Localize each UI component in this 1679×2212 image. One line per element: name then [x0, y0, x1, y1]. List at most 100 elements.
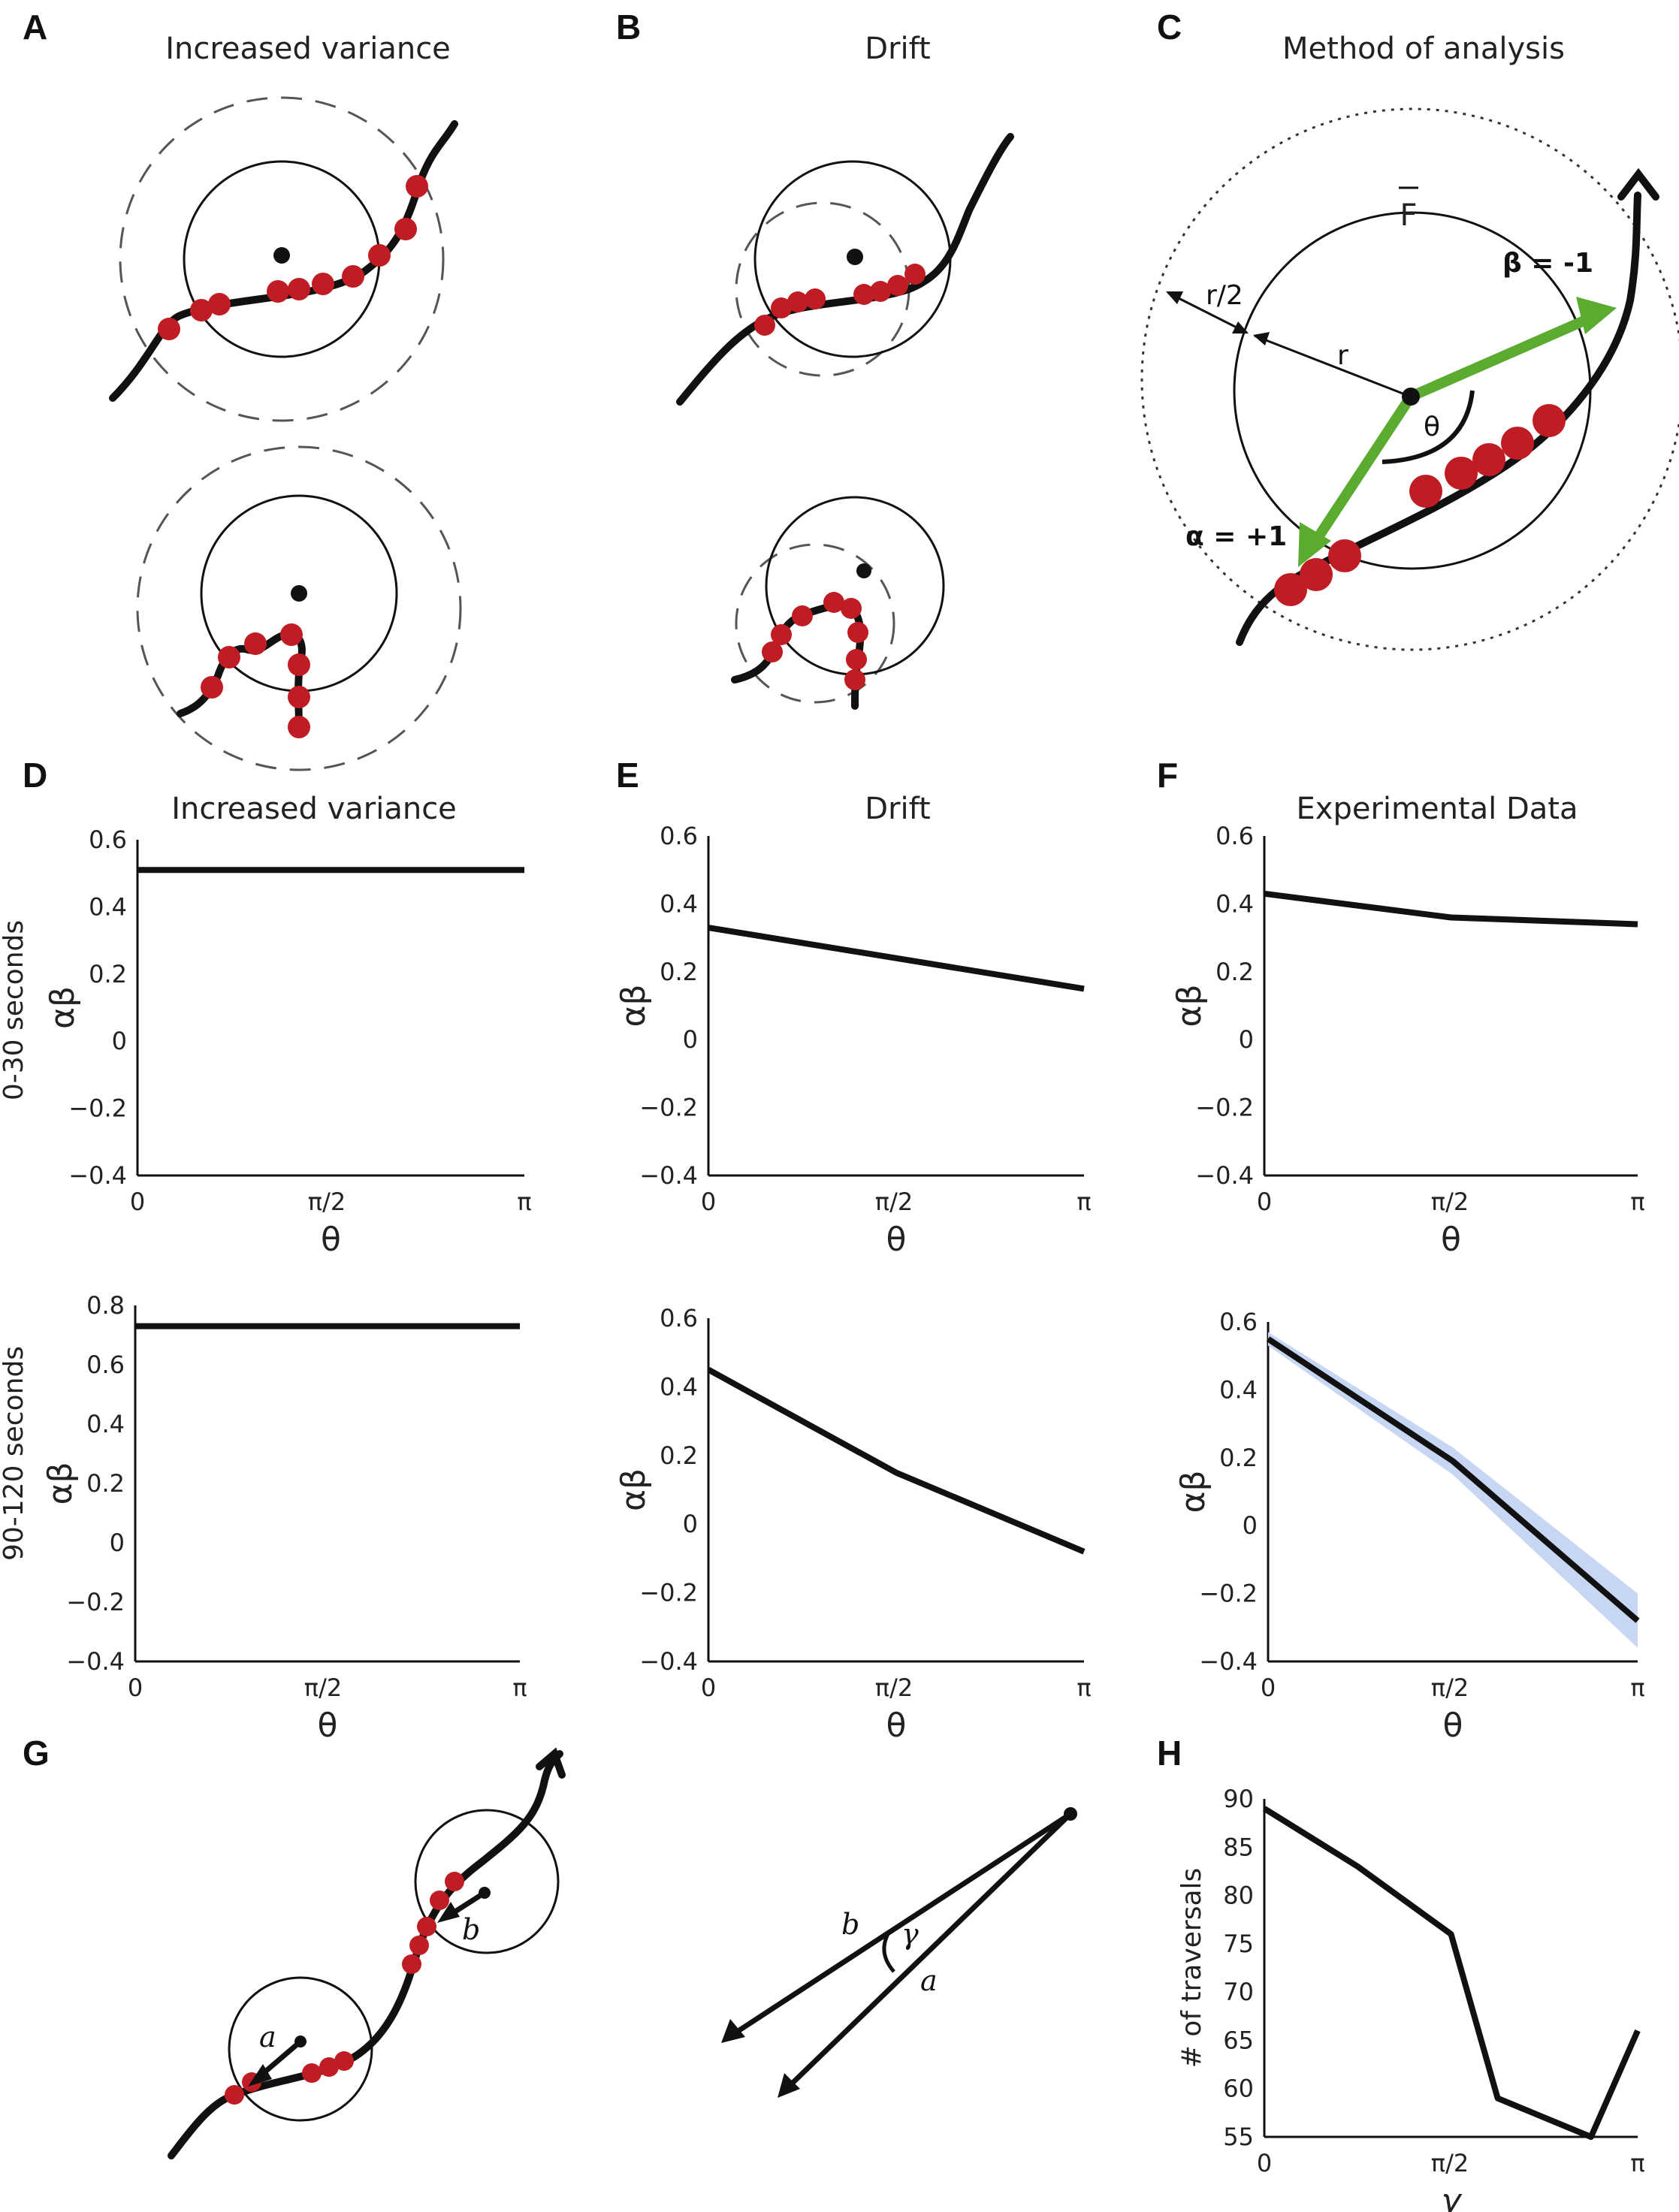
label-b: b [462, 1913, 480, 1946]
theta-label: θ [1424, 412, 1440, 442]
x-tick-label: π/2 [1431, 1187, 1469, 1216]
y-tick-label: 0 [110, 1528, 125, 1557]
y-tick-label: 60 [1223, 2075, 1254, 2103]
trajectory-points [762, 592, 868, 690]
x-axis-label: θ [321, 1221, 341, 1259]
r-arrow [1254, 334, 1406, 396]
vector-b-origin [479, 1887, 491, 1899]
x-axis-label: θ [886, 1707, 907, 1745]
y-tick-label: 0 [1239, 1025, 1254, 1054]
panel-letter-a: A [23, 8, 47, 47]
y-tick-label: 0.6 [89, 825, 127, 854]
y-tick-label: 0 [683, 1025, 698, 1054]
trajectory-points [754, 264, 926, 336]
chart-h: 90 85 80 75 70 65 60 550 π/2 π γ # of traversals [1176, 1785, 1645, 2212]
y-axis-label: αβ [615, 984, 653, 1027]
y-tick-label: 0.2 [660, 1441, 698, 1470]
r-half-label: r/2 [1206, 280, 1243, 311]
y-tick-label: 85 [1223, 1833, 1254, 1861]
panel-a-diagram-top [109, 96, 458, 422]
y-tick-label: −0.4 [1199, 1647, 1258, 1676]
series-line [1264, 890, 1638, 928]
panel-letter-d: D [23, 756, 47, 795]
beta-vector-arrowhead [1576, 297, 1617, 334]
vertex-dot [1064, 1807, 1077, 1821]
y-tick-label: −0.2 [639, 1094, 698, 1122]
x-tick-label: π [1630, 1187, 1644, 1216]
y-tick-label: 0.4 [660, 1372, 698, 1401]
y-axis-label: αβ [44, 986, 82, 1029]
y-tick-label: 0.6 [1219, 1308, 1258, 1336]
x-tick-label: 0 [130, 1187, 145, 1216]
y-axis-label: αβ [1174, 1470, 1212, 1513]
label-b-angle: b [841, 1908, 859, 1941]
panel-c-title: Method of analysis [1282, 32, 1565, 66]
series-line [708, 925, 1085, 992]
r-arrowhead [1253, 332, 1270, 346]
row-label-bottom: 90-120 seconds [0, 1346, 29, 1561]
outer-dotted-circle [1140, 107, 1679, 651]
trajectory [676, 133, 1014, 406]
alpha-vector-arrowhead [1298, 522, 1331, 567]
y-axis-label: αβ [615, 1468, 653, 1511]
x-axis-label: γ [1441, 2182, 1462, 2212]
vector-b-line [733, 1812, 1072, 2035]
panel-g-trajectory-diagram: a b [168, 1747, 566, 2159]
trajectory-points [201, 623, 310, 738]
beta-vector [1409, 312, 1595, 402]
panel-c-diagram: θ r r/2 F β = -1 α = +1 [1140, 107, 1679, 651]
panel-b-title: Drift [865, 32, 930, 66]
chart-title: Experimental Data [1297, 792, 1578, 826]
drifted-circle [735, 543, 895, 704]
y-tick-label: −0.4 [1195, 1161, 1254, 1190]
panel-letter-c: C [1157, 8, 1182, 47]
vector-a-head [778, 2073, 800, 2098]
circle-b [414, 1809, 560, 1954]
series-line [707, 1367, 1086, 1555]
alpha-label: α = +1 [1185, 521, 1287, 552]
y-tick-label: 0.2 [89, 960, 127, 988]
confidence-band [1268, 1332, 1638, 1648]
gamma-arc [882, 1931, 895, 1973]
x-tick-label: π [1630, 1673, 1644, 1702]
x-tick-label: π [517, 1187, 531, 1216]
x-tick-label: 0 [1257, 1187, 1272, 1216]
vector-a-line [787, 1812, 1073, 2089]
vector-a-arrowhead [248, 2064, 272, 2087]
y-axis-label: αβ [1170, 984, 1209, 1027]
expanded-radius-circle [119, 96, 445, 422]
y-tick-label: 0.2 [660, 958, 698, 986]
y-tick-label: 0.4 [1219, 1375, 1258, 1404]
center-dot [291, 585, 307, 602]
r-half-arrowhead-right [1232, 321, 1249, 333]
r-half-arrowhead-left [1166, 291, 1183, 304]
y-tick-label: −0.2 [1199, 1580, 1258, 1608]
trajectory [177, 630, 306, 732]
radius-circle [765, 496, 945, 676]
label-a: a [259, 2020, 276, 2054]
panel-letter-g: G [23, 1734, 50, 1773]
gamma-label: γ [901, 1918, 919, 1951]
y-tick-label: −0.2 [1195, 1094, 1254, 1122]
panel-letter-h: H [1157, 1734, 1182, 1773]
row-label-top: 0-30 seconds [0, 920, 29, 1100]
y-tick-label: 0.2 [86, 1469, 125, 1498]
y-tick-label: 0.4 [86, 1410, 125, 1438]
y-tick-label: 0.6 [660, 1304, 698, 1332]
x-tick-label: π [1077, 1673, 1091, 1702]
y-tick-label: 0.8 [86, 1291, 125, 1320]
y-tick-label: −0.4 [639, 1161, 698, 1190]
y-tick-label: 65 [1223, 2026, 1254, 2054]
center-dot [273, 247, 290, 264]
theta-arc [1382, 390, 1475, 464]
vector-a-origin [294, 2035, 307, 2048]
chart-title: Drift [865, 792, 930, 826]
trajectory-arrowhead [536, 1747, 566, 1779]
panel-letter-b: B [616, 8, 641, 47]
y-tick-label: 0.4 [660, 889, 698, 918]
x-tick-label: 0 [1257, 2149, 1272, 2177]
